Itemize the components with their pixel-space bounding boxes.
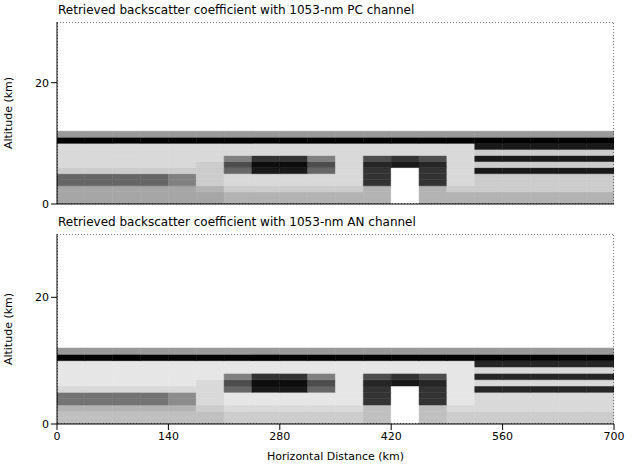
html-text:Retrieved backscatter coeffici: Retrieved backscatter coefficient with 1… bbox=[58, 215, 416, 229]
svg-text:Horizontal Distance (km): Horizontal Distance (km) bbox=[267, 450, 404, 462]
svg-text:20: 20 bbox=[35, 77, 49, 90]
svg-text:0: 0 bbox=[54, 430, 61, 443]
svg-text:140: 140 bbox=[158, 430, 179, 443]
svg-text:Altitude (km): Altitude (km) bbox=[2, 77, 15, 149]
svg-text:Altitude (km): Altitude (km) bbox=[2, 293, 15, 365]
html-text:Retrieved backscatter coeffici: Retrieved backscatter coefficient with 1… bbox=[58, 3, 415, 17]
svg-text:700: 700 bbox=[604, 430, 625, 443]
svg-text:280: 280 bbox=[269, 430, 290, 443]
svg-text:0: 0 bbox=[42, 198, 49, 211]
svg-text:420: 420 bbox=[381, 430, 402, 443]
svg-text:560: 560 bbox=[492, 430, 513, 443]
svg-text:0: 0 bbox=[42, 418, 49, 431]
svg-text:20: 20 bbox=[35, 291, 49, 304]
